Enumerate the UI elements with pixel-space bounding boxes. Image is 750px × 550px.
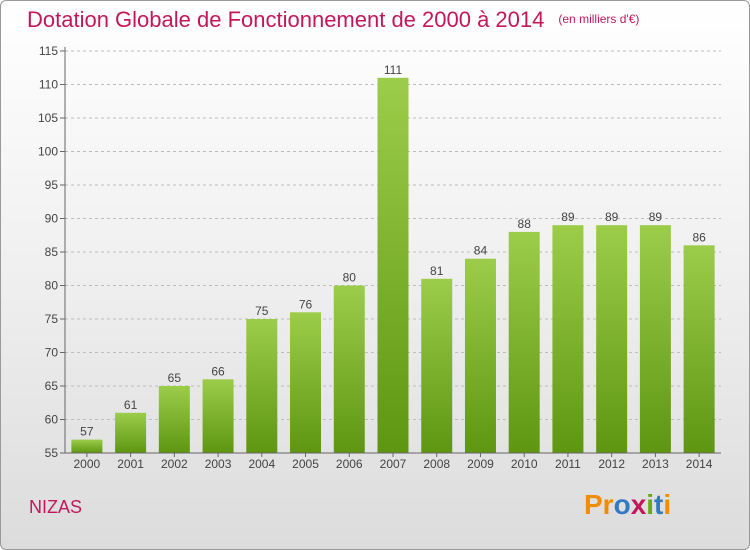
value-label-2003: 66 xyxy=(211,364,225,378)
bar-2005 xyxy=(290,312,322,453)
x-tick-label-2011: 2011 xyxy=(555,457,581,471)
value-label-2011: 89 xyxy=(561,210,575,224)
bar-2004 xyxy=(246,319,278,453)
y-tick-label-75: 75 xyxy=(45,312,59,326)
axes: 55 60 65 70 75 80 85 90 95 100 105 110 115 2000 2001 20… xyxy=(38,44,721,471)
value-label-2000: 57 xyxy=(80,425,94,439)
y-tick-label-55: 55 xyxy=(45,446,59,460)
y-tick-label-80: 80 xyxy=(45,279,59,293)
x-tick-label-2006: 2006 xyxy=(336,457,363,471)
x-tick-label-2013: 2013 xyxy=(642,457,669,471)
value-label-2004: 75 xyxy=(255,304,269,318)
y-tick-label-110: 110 xyxy=(39,78,58,92)
value-label-2006: 80 xyxy=(343,271,357,285)
y-tick-label-65: 65 xyxy=(45,379,59,393)
y-tick-label-90: 90 xyxy=(45,212,59,226)
value-label-2012: 89 xyxy=(605,210,619,224)
value-label-2009: 84 xyxy=(474,244,488,258)
value-label-2002: 65 xyxy=(168,371,182,385)
value-label-2013: 89 xyxy=(649,210,663,224)
proxiti-logo[interactable]: Proxiti xyxy=(584,489,672,520)
y-tick-label-115: 115 xyxy=(39,44,58,58)
bar-2009 xyxy=(464,258,496,453)
chart-title-text: Dotation Globale de Fonctionnement de 20… xyxy=(27,7,545,32)
value-labels: 57 61 65 66 75 76 80 111 81 84 88 89 89 89 86 xyxy=(80,63,706,439)
chart-unit: (en milliers d'€) xyxy=(558,12,640,26)
y-tick-label-100: 100 xyxy=(38,145,58,159)
y-tick-label-105: 105 xyxy=(38,111,58,125)
bar-2002 xyxy=(158,386,190,453)
x-tick-label-2007: 2007 xyxy=(380,457,407,471)
chart-title: Dotation Globale de Fonctionnement de 20… xyxy=(27,7,639,33)
value-label-2010: 88 xyxy=(518,217,532,231)
x-tick-label-2001: 2001 xyxy=(117,457,144,471)
y-tick-label-60: 60 xyxy=(45,413,59,427)
value-label-2014: 86 xyxy=(692,230,706,244)
y-tick-label-85: 85 xyxy=(45,245,59,259)
bar-2006 xyxy=(333,285,365,453)
bar-2013 xyxy=(639,225,671,453)
bar-2008 xyxy=(421,278,453,453)
x-tick-label-2002: 2002 xyxy=(161,457,188,471)
bar-2014 xyxy=(683,245,715,453)
x-tick-label-2000: 2000 xyxy=(74,457,101,471)
x-tick-label-2005: 2005 xyxy=(292,457,319,471)
value-label-2005: 76 xyxy=(299,297,313,311)
value-label-2008: 81 xyxy=(430,264,444,278)
bar-2000 xyxy=(71,439,103,453)
x-tick-label-2010: 2010 xyxy=(511,457,538,471)
value-label-2007: 111 xyxy=(384,63,403,77)
commune-name: NIZAS xyxy=(29,497,83,517)
x-tick-label-2012: 2012 xyxy=(598,457,625,471)
x-tick-label-2009: 2009 xyxy=(467,457,494,471)
x-tick-label-2003: 2003 xyxy=(205,457,232,471)
bar-2012 xyxy=(596,225,628,453)
x-tick-label-2008: 2008 xyxy=(423,457,450,471)
bar-2001 xyxy=(115,412,147,453)
x-tick-label-2004: 2004 xyxy=(248,457,275,471)
bar-2011 xyxy=(552,225,584,453)
bar-2010 xyxy=(508,231,540,453)
bar-2003 xyxy=(202,379,234,453)
x-tick-label-2014: 2014 xyxy=(686,457,713,471)
value-label-2001: 61 xyxy=(124,398,138,412)
bar-2007 xyxy=(377,77,409,454)
bars xyxy=(71,77,715,454)
y-tick-label-70: 70 xyxy=(45,346,59,360)
y-tick-label-95: 95 xyxy=(45,178,59,192)
